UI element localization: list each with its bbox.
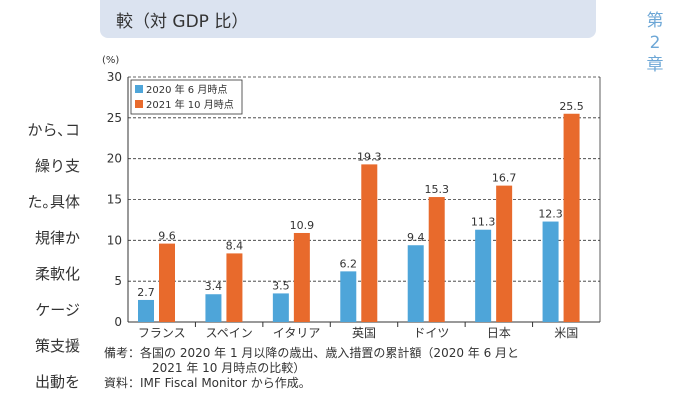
y-axis-unit-label: (%) [102,55,119,66]
body-fragment: 規律か [34,229,80,247]
bar-value-label: 8.4 [226,239,244,252]
chapter-tag-line3: 章 [646,55,664,75]
x-tick-label: 日本 [487,326,511,340]
bar [272,293,289,322]
y-tick-label: 10 [107,233,122,247]
x-tick-label: スペイン [206,326,253,340]
body-fragment: から､コ [27,121,80,139]
figure-title-band: 較（対 GDP 比） [100,0,596,38]
notes-source: 資料：IMF Fiscal Monitor から作成。 [104,376,311,390]
legend-label: 2021 年 10 月時点 [146,98,234,111]
chapter-tag: 第 2 章 [640,10,670,76]
bar-value-label: 12.3 [538,208,563,221]
x-tick-label: イタリア [273,326,321,340]
bar [563,113,580,322]
bar [138,299,154,322]
legend-swatch [135,85,143,93]
bar-value-label: 9.4 [407,231,425,244]
y-tick-label: 0 [114,315,122,329]
body-fragment: ケージ [35,301,80,319]
y-tick-label: 25 [107,111,122,125]
bar-value-label: 15.3 [424,183,449,196]
bar [407,245,424,322]
bar [226,253,243,322]
y-tick-label: 30 [107,70,122,84]
body-fragment: 柔軟化 [34,265,80,283]
bar [293,232,310,322]
y-tick-label: 5 [114,274,122,288]
bar-chart: 0 5 10 15 20 25 30 (%) 2.7 9.6 フランス 3.4 8.4 スペイン 3.5 10… [102,55,601,340]
x-tick-label: フランス [138,326,186,340]
figure-notes: 備考：各国の 2020 年 1 月以降の歳出、歳入措置の累計額（2020 年 6… [104,346,664,391]
y-tick-label: 20 [107,152,122,166]
y-tick-label: 15 [107,193,122,207]
legend-label: 2020 年 6 月時点 [146,83,227,96]
bar-value-label: 16.7 [492,172,516,185]
bar-value-label: 9.6 [158,230,176,243]
chapter-tag-line2: 2 [649,33,661,53]
legend-box [130,79,243,115]
legend-swatch [135,100,143,108]
x-tick-label: ドイツ [413,326,449,340]
bar-value-label: 11.3 [471,216,496,229]
notes-line-2: 2021 年 10 月時点の比較） [152,361,306,375]
bar [340,271,357,322]
bar [361,164,378,322]
bar [159,243,175,322]
bar [496,185,513,322]
bar [542,221,559,322]
body-fragment: 繰り支 [34,157,80,175]
bar-value-label: 25.5 [559,100,584,113]
x-tick-label: 米国 [554,326,578,340]
body-fragment: 出動を [34,373,80,391]
bar-value-label: 19.3 [357,150,382,163]
x-tick-label: 英国 [352,326,376,340]
bar [475,229,492,322]
bar [205,294,222,322]
body-fragment: た｡具体 [27,193,80,211]
bar [428,197,445,322]
bar-value-label: 10.9 [290,219,315,232]
chapter-tag-line1: 第 [646,11,664,31]
bar-value-label: 3.4 [205,280,223,293]
bar-value-label: 3.5 [272,279,290,292]
figure-title: 較（対 GDP 比） [116,11,249,32]
bar-value-label: 2.7 [137,286,155,299]
notes-line-1: 備考：各国の 2020 年 1 月以降の歳出、歳入措置の累計額（2020 年 6… [104,346,520,360]
body-text-fragments: から､コ 繰り支 た｡具体 規律か 柔軟化 ケージ 策支援 出動を [0,112,80,400]
body-fragment: 策支援 [34,337,80,355]
bar-value-label: 6.2 [340,257,358,270]
